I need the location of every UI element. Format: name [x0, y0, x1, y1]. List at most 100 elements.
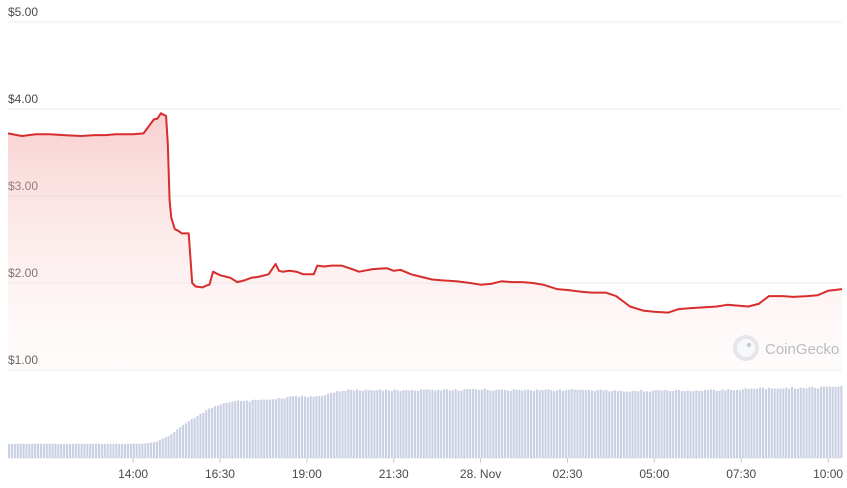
volume-bar	[332, 392, 335, 458]
volume-bar	[756, 388, 759, 458]
volume-bar	[622, 391, 625, 458]
volume-bar	[141, 443, 144, 458]
volume-bar	[329, 393, 332, 458]
volume-bar	[617, 390, 620, 458]
volume-bar	[567, 389, 570, 458]
x-tick-label: 02:30	[552, 467, 582, 481]
volume-bar	[634, 390, 637, 458]
volume-bar	[472, 388, 475, 458]
volume-bar	[489, 390, 492, 458]
volume-bars	[8, 386, 843, 458]
volume-bar	[619, 390, 622, 458]
volume-bar	[425, 389, 428, 458]
volume-bar	[51, 443, 54, 458]
volume-bar	[544, 389, 547, 458]
volume-bar	[692, 391, 695, 458]
volume-bar	[721, 389, 724, 458]
volume-bar	[240, 400, 243, 458]
volume-bar	[144, 443, 147, 458]
volume-bar	[437, 389, 440, 458]
volume-bar	[422, 389, 425, 458]
volume-bar	[509, 390, 512, 458]
volume-bar	[727, 389, 730, 458]
volume-bar	[715, 391, 718, 458]
volume-bar	[364, 389, 367, 458]
volume-bar	[242, 401, 245, 458]
volume-bar	[393, 389, 396, 458]
volume-bar	[216, 405, 219, 458]
volume-bar	[666, 390, 669, 458]
volume-bar	[631, 391, 634, 458]
volume-bar	[515, 389, 518, 458]
volume-bar	[767, 387, 770, 458]
volume-bar	[764, 389, 767, 458]
volume-bar	[474, 389, 477, 458]
volume-bar	[199, 413, 202, 458]
volume-bar	[153, 442, 156, 458]
volume-bar	[730, 390, 733, 458]
volume-bar	[460, 390, 463, 458]
volume-bar	[451, 390, 454, 458]
volume-bar	[779, 388, 782, 458]
volume-bar	[257, 400, 260, 458]
volume-bar	[718, 390, 721, 458]
volume-bar	[298, 396, 301, 458]
volume-bar	[431, 390, 434, 458]
volume-bar	[135, 443, 138, 458]
volume-bar	[646, 391, 649, 458]
volume-bar	[89, 443, 92, 458]
price-area	[8, 113, 842, 371]
y-tick-label: $5.00	[8, 5, 38, 19]
volume-bar	[654, 390, 657, 458]
price-area-fill	[8, 113, 842, 371]
volume-bar	[518, 389, 521, 458]
volume-bar	[686, 390, 689, 458]
volume-bar	[379, 389, 382, 458]
volume-bar	[753, 388, 756, 458]
volume-bar	[454, 389, 457, 458]
volume-bar	[321, 396, 324, 458]
volume-bar	[840, 386, 843, 458]
volume-bar	[770, 388, 773, 458]
x-tick-label: 21:30	[379, 467, 409, 481]
volume-bar	[150, 442, 153, 458]
volume-bar	[416, 391, 419, 458]
volume-bar	[100, 444, 103, 458]
price-line	[7, 112, 843, 314]
volume-bar	[576, 389, 579, 458]
volume-bar	[286, 397, 289, 458]
volume-bar	[411, 389, 414, 458]
volume-bar	[309, 396, 312, 458]
volume-bar	[733, 390, 736, 458]
volume-bar	[506, 390, 509, 458]
volume-bar	[590, 390, 593, 458]
volume-bar	[486, 389, 489, 458]
volume-bar	[237, 400, 240, 458]
volume-bar	[759, 387, 762, 458]
volume-bar	[585, 390, 588, 458]
volume-bar	[663, 390, 666, 458]
volume-bar	[80, 443, 83, 458]
volume-bar	[387, 390, 390, 458]
volume-bar	[408, 390, 411, 458]
volume-bar	[399, 391, 402, 458]
volume-bar	[269, 399, 272, 458]
volume-bar	[211, 407, 214, 458]
volume-bar	[582, 389, 585, 458]
volume-bar	[799, 387, 802, 458]
volume-bar	[390, 391, 393, 458]
volume-bar	[501, 389, 504, 458]
volume-bar	[71, 443, 74, 458]
volume-bar	[54, 443, 57, 458]
volume-bar	[196, 416, 199, 458]
volume-bar	[306, 397, 309, 458]
volume-bar	[341, 390, 344, 458]
volume-bar	[68, 443, 71, 458]
y-tick-label: $4.00	[8, 92, 38, 106]
volume-bar	[640, 390, 643, 458]
volume-bar	[643, 391, 646, 458]
volume-bar	[805, 388, 808, 458]
volume-bar	[419, 389, 422, 458]
volume-bar	[457, 390, 460, 458]
volume-bar	[599, 389, 602, 458]
